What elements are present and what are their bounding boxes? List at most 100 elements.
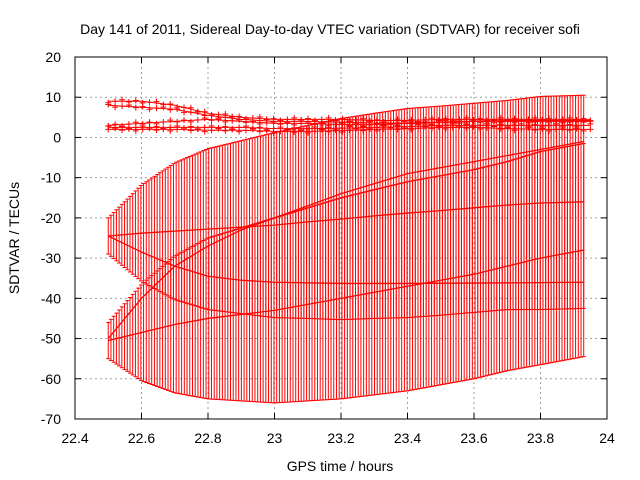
plus-marker bbox=[311, 128, 318, 135]
plus-marker bbox=[187, 127, 194, 134]
plus-marker bbox=[187, 109, 194, 116]
plus-marker bbox=[408, 126, 415, 133]
plus-marker bbox=[325, 128, 332, 135]
plus-marker bbox=[380, 126, 387, 133]
y-tick-label: -10 bbox=[41, 170, 61, 186]
plus-marker bbox=[394, 126, 401, 133]
plus-marker bbox=[160, 125, 167, 132]
plus-marker bbox=[318, 126, 325, 133]
plus-marker bbox=[139, 126, 146, 133]
series-line-2 bbox=[107, 235, 584, 285]
data-layer bbox=[105, 94, 594, 404]
plus-marker bbox=[167, 117, 174, 124]
y-tick-label: -40 bbox=[41, 290, 61, 306]
plus-marker bbox=[484, 124, 491, 131]
plus-marker bbox=[277, 128, 284, 135]
y-tick-label: -30 bbox=[41, 250, 61, 266]
plus-marker bbox=[201, 115, 208, 122]
plus-marker bbox=[539, 117, 546, 124]
plus-marker bbox=[201, 128, 208, 135]
plus-marker bbox=[215, 116, 222, 123]
plus-marker bbox=[463, 125, 470, 132]
plus-marker bbox=[112, 98, 119, 105]
plus-marker bbox=[236, 116, 243, 123]
plus-marker bbox=[125, 125, 132, 132]
plus-marker bbox=[105, 126, 112, 133]
plus-marker bbox=[119, 96, 126, 103]
plus-marker bbox=[284, 119, 291, 126]
chart-title: Day 141 of 2011, Sidereal Day-to-day VTE… bbox=[80, 21, 580, 37]
plus-marker bbox=[160, 104, 167, 111]
plus-marker bbox=[339, 120, 346, 127]
plus-marker bbox=[119, 127, 126, 134]
plus-marker bbox=[387, 124, 394, 131]
plus-marker bbox=[146, 119, 153, 126]
x-tick-label: 23.2 bbox=[327, 430, 354, 446]
plus-marker bbox=[229, 126, 236, 133]
plus-marker bbox=[552, 120, 559, 127]
x-tick-label: 23.6 bbox=[460, 430, 487, 446]
near-zero-line bbox=[108, 126, 591, 132]
x-tick-label: 24 bbox=[599, 430, 615, 446]
plus-marker bbox=[546, 127, 553, 134]
plus-marker bbox=[215, 125, 222, 132]
plus-marker bbox=[490, 117, 497, 124]
plus-marker bbox=[470, 118, 477, 125]
plus-marker bbox=[566, 121, 573, 128]
plus-marker bbox=[263, 119, 270, 126]
plus-marker bbox=[353, 125, 360, 132]
y-tick-label: -50 bbox=[41, 331, 61, 347]
plus-marker bbox=[318, 120, 325, 127]
x-tick-label: 23 bbox=[267, 430, 283, 446]
plus-marker bbox=[559, 124, 566, 131]
plus-marker bbox=[552, 126, 559, 133]
plus-marker bbox=[146, 106, 153, 113]
plus-marker bbox=[332, 127, 339, 134]
plus-marker bbox=[580, 127, 587, 134]
plus-marker bbox=[332, 121, 339, 128]
plus-marker bbox=[511, 127, 518, 134]
plus-marker bbox=[167, 100, 174, 107]
plus-marker bbox=[167, 127, 174, 134]
plus-marker bbox=[256, 128, 263, 135]
near-zero-traces bbox=[105, 96, 594, 136]
plus-marker bbox=[119, 103, 126, 110]
plus-marker bbox=[428, 125, 435, 132]
series-line-3 bbox=[107, 140, 584, 339]
plus-marker bbox=[504, 117, 511, 124]
y-tick-label: 10 bbox=[45, 89, 61, 105]
plus-marker bbox=[167, 106, 174, 113]
plus-marker bbox=[477, 116, 484, 123]
near-zero-line bbox=[108, 104, 591, 124]
plus-marker bbox=[125, 102, 132, 109]
plus-marker bbox=[270, 129, 277, 136]
plus-marker bbox=[270, 118, 277, 125]
plus-marker bbox=[511, 116, 518, 123]
plus-marker bbox=[208, 112, 215, 119]
plus-marker bbox=[284, 126, 291, 133]
plus-marker bbox=[194, 109, 201, 116]
plus-marker bbox=[580, 122, 587, 129]
plus-marker bbox=[243, 127, 249, 134]
plus-marker bbox=[112, 104, 119, 111]
plus-marker bbox=[442, 125, 449, 132]
series-line-1 bbox=[108, 201, 584, 237]
plus-marker bbox=[415, 125, 422, 132]
plus-marker bbox=[249, 118, 256, 125]
x-tick-label: 22.6 bbox=[128, 430, 155, 446]
plus-marker bbox=[587, 126, 594, 133]
plus-marker bbox=[112, 124, 119, 131]
plus-marker bbox=[470, 123, 477, 130]
x-tick-label: 22.4 bbox=[61, 430, 88, 446]
y-tick-label: -60 bbox=[41, 371, 61, 387]
y-axis-label: SDTVAR / TECUs bbox=[6, 182, 22, 294]
plus-marker bbox=[580, 116, 587, 123]
plus-marker bbox=[208, 117, 215, 124]
plus-marker bbox=[146, 99, 153, 106]
plus-marker bbox=[174, 126, 181, 133]
plus-marker bbox=[304, 118, 311, 125]
plus-marker bbox=[518, 120, 525, 127]
series-line-0 bbox=[108, 249, 584, 342]
plus-marker bbox=[339, 129, 346, 136]
axis-ticks: 22.4 22.6 22.8 23 23.2 23.4 23.6 23.8 24 20 10 0 -10… bbox=[41, 49, 615, 446]
